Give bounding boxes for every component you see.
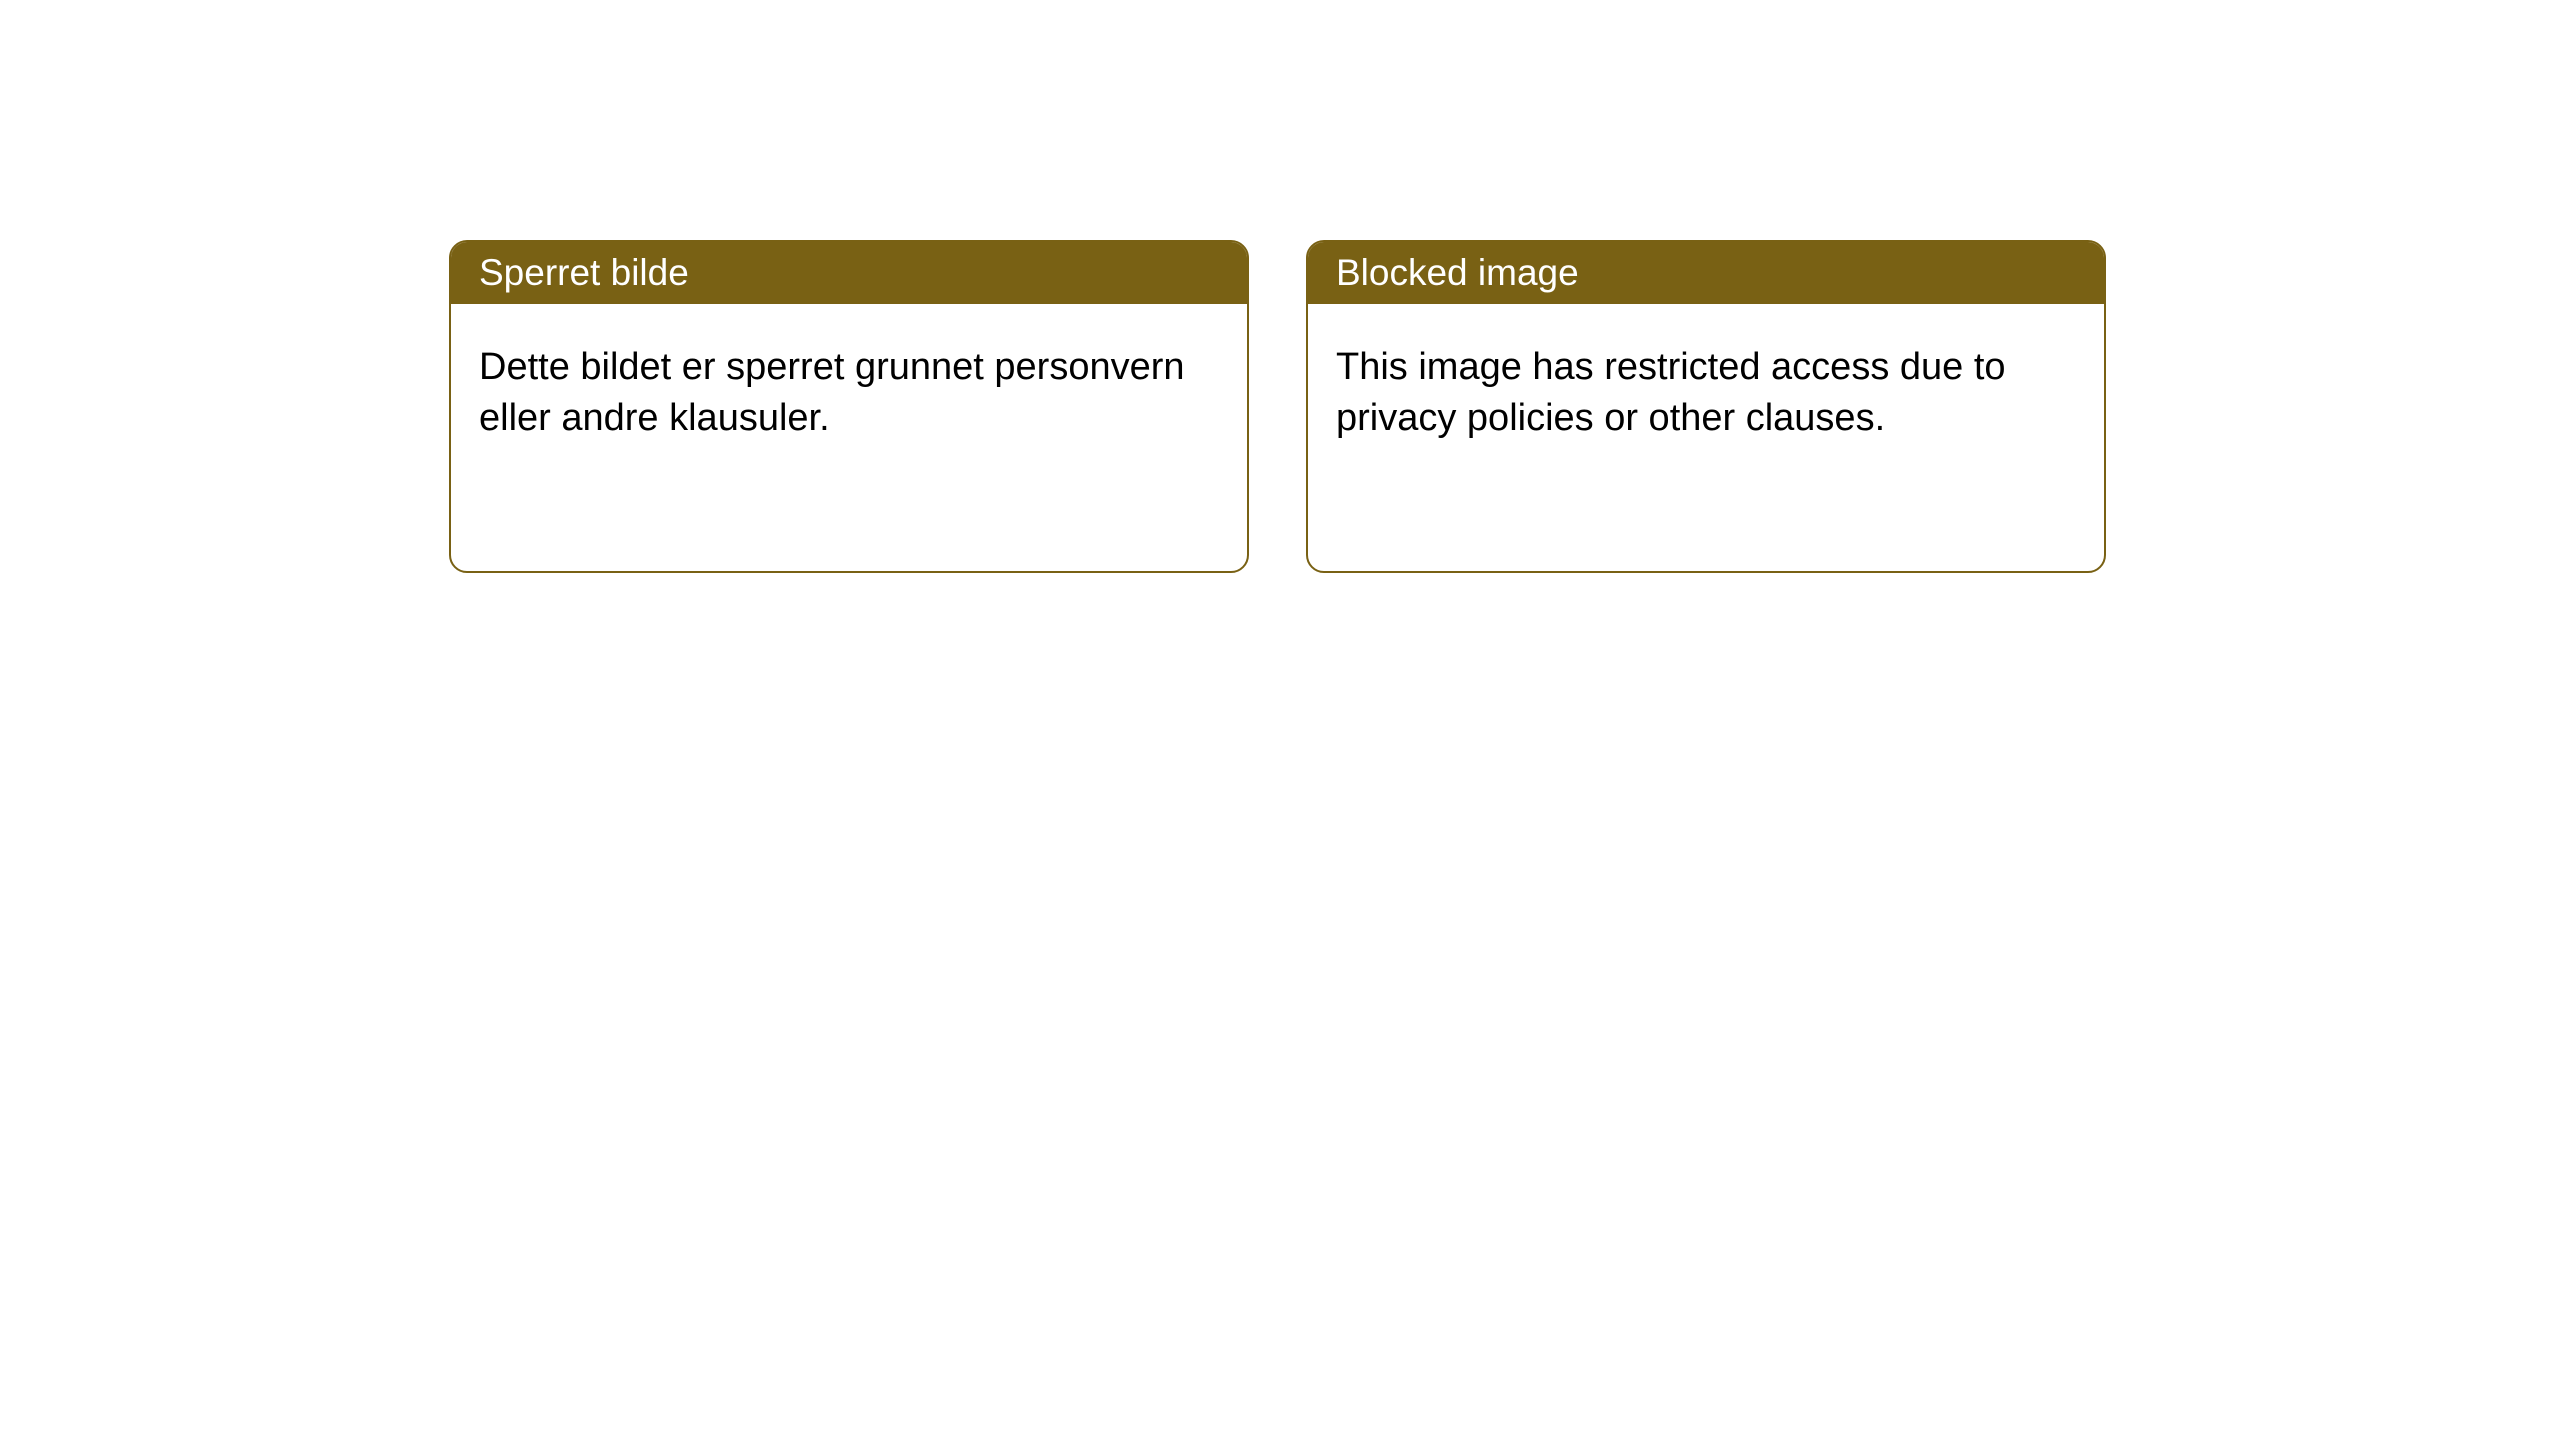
notice-body: Dette bildet er sperret grunnet personve… bbox=[451, 304, 1247, 483]
notice-header: Sperret bilde bbox=[451, 242, 1247, 304]
notice-title: Sperret bilde bbox=[479, 252, 689, 294]
notice-body: This image has restricted access due to … bbox=[1308, 304, 2104, 483]
notice-card-norwegian: Sperret bilde Dette bildet er sperret gr… bbox=[449, 240, 1249, 573]
notice-message: This image has restricted access due to … bbox=[1336, 342, 2076, 445]
notices-container: Sperret bilde Dette bildet er sperret gr… bbox=[449, 240, 2106, 573]
notice-title: Blocked image bbox=[1336, 252, 1579, 294]
notice-card-english: Blocked image This image has restricted … bbox=[1306, 240, 2106, 573]
notice-message: Dette bildet er sperret grunnet personve… bbox=[479, 342, 1219, 445]
notice-header: Blocked image bbox=[1308, 242, 2104, 304]
